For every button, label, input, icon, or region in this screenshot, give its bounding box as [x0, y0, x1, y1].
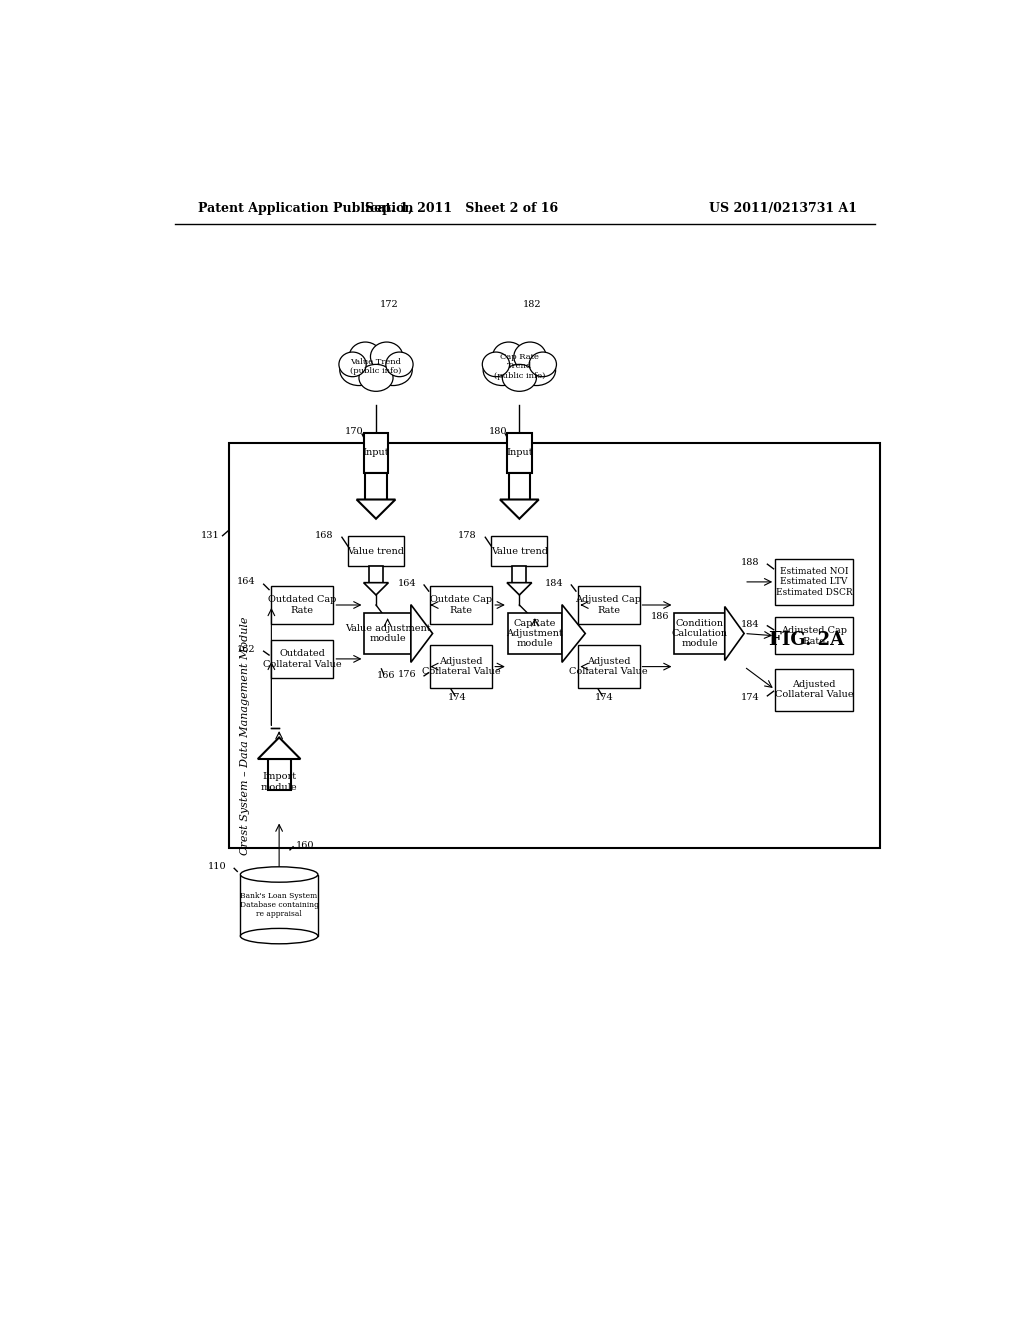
- Ellipse shape: [374, 355, 413, 385]
- Text: Value trend: Value trend: [347, 546, 404, 556]
- Text: Adjusted
Collateral Value: Adjusted Collateral Value: [569, 657, 648, 676]
- Text: 174: 174: [595, 693, 614, 702]
- Ellipse shape: [493, 342, 525, 371]
- Text: Value trend: Value trend: [490, 546, 548, 556]
- FancyBboxPatch shape: [509, 473, 530, 499]
- Ellipse shape: [359, 364, 393, 391]
- FancyBboxPatch shape: [241, 875, 317, 936]
- Ellipse shape: [241, 928, 317, 944]
- Polygon shape: [364, 582, 388, 595]
- Ellipse shape: [352, 347, 399, 385]
- Text: Outdated
Collateral Value: Outdated Collateral Value: [263, 649, 342, 669]
- Text: US 2011/0213731 A1: US 2011/0213731 A1: [710, 202, 857, 215]
- Text: Outdate Cap
Rate: Outdate Cap Rate: [430, 595, 493, 615]
- Ellipse shape: [241, 867, 317, 882]
- Ellipse shape: [339, 352, 367, 376]
- Text: Bank's Loan System
Database containing
re appraisal: Bank's Loan System Database containing r…: [240, 892, 318, 919]
- Text: 184: 184: [741, 620, 760, 628]
- FancyBboxPatch shape: [675, 614, 725, 653]
- Text: 172: 172: [380, 300, 398, 309]
- Text: 176: 176: [397, 669, 417, 678]
- FancyBboxPatch shape: [271, 640, 334, 678]
- FancyBboxPatch shape: [512, 566, 526, 582]
- FancyBboxPatch shape: [364, 433, 388, 473]
- Ellipse shape: [386, 352, 413, 376]
- FancyBboxPatch shape: [267, 759, 291, 789]
- FancyBboxPatch shape: [507, 433, 531, 473]
- Text: 182: 182: [523, 300, 542, 309]
- FancyBboxPatch shape: [775, 558, 853, 605]
- Text: Value Trend
(public info): Value Trend (public info): [350, 358, 401, 375]
- Text: Crest System – Data Management Module: Crest System – Data Management Module: [241, 616, 251, 855]
- Text: Condition
Calculation
module: Condition Calculation module: [672, 619, 728, 648]
- Text: Outdated Cap
Rate: Outdated Cap Rate: [268, 595, 337, 615]
- Text: 186: 186: [651, 612, 670, 620]
- FancyBboxPatch shape: [348, 536, 403, 566]
- Ellipse shape: [529, 352, 556, 376]
- Text: 184: 184: [545, 579, 563, 587]
- Text: Patent Application Publication: Patent Application Publication: [198, 202, 414, 215]
- Ellipse shape: [514, 342, 546, 371]
- Text: 178: 178: [458, 531, 477, 540]
- Text: Cap Rate
Trend
(public info): Cap Rate Trend (public info): [494, 354, 545, 380]
- Text: Value adjustment
module: Value adjustment module: [345, 624, 430, 643]
- Ellipse shape: [371, 342, 402, 371]
- Ellipse shape: [496, 347, 543, 385]
- FancyBboxPatch shape: [366, 473, 387, 499]
- Text: Import
module: Import module: [261, 772, 297, 792]
- Text: CapRate
Adjustment
module: CapRate Adjustment module: [507, 619, 563, 648]
- FancyBboxPatch shape: [578, 645, 640, 688]
- Text: 174: 174: [741, 693, 760, 702]
- FancyBboxPatch shape: [365, 614, 411, 653]
- Ellipse shape: [482, 352, 510, 376]
- FancyBboxPatch shape: [508, 614, 562, 653]
- FancyBboxPatch shape: [775, 618, 853, 655]
- FancyBboxPatch shape: [578, 586, 640, 624]
- Text: 188: 188: [741, 558, 760, 568]
- Text: FIG. 2A: FIG. 2A: [769, 631, 844, 648]
- Text: 160: 160: [296, 841, 314, 850]
- FancyBboxPatch shape: [228, 444, 880, 847]
- FancyBboxPatch shape: [492, 536, 547, 566]
- Text: Adjusted
Collateral Value: Adjusted Collateral Value: [422, 657, 501, 676]
- Polygon shape: [562, 605, 586, 663]
- Ellipse shape: [349, 342, 382, 371]
- Text: 110: 110: [208, 862, 226, 871]
- Text: 162: 162: [238, 645, 256, 655]
- Polygon shape: [725, 607, 744, 660]
- FancyBboxPatch shape: [271, 586, 334, 624]
- Text: 166: 166: [377, 672, 395, 680]
- Text: 170: 170: [345, 428, 364, 436]
- Polygon shape: [500, 499, 539, 519]
- FancyBboxPatch shape: [775, 668, 853, 711]
- Text: 180: 180: [488, 428, 507, 436]
- Text: Sep. 1, 2011   Sheet 2 of 16: Sep. 1, 2011 Sheet 2 of 16: [365, 202, 558, 215]
- Text: Adjusted Cap
Rate: Adjusted Cap Rate: [575, 595, 641, 615]
- Polygon shape: [356, 499, 395, 519]
- Text: Estimated NOI
Estimated LTV
Estimated DSCR: Estimated NOI Estimated LTV Estimated DS…: [775, 568, 852, 597]
- Ellipse shape: [340, 355, 378, 385]
- FancyBboxPatch shape: [369, 566, 383, 582]
- FancyBboxPatch shape: [430, 586, 493, 624]
- Text: Adjusted
Collateral Value: Adjusted Collateral Value: [774, 680, 853, 700]
- Polygon shape: [507, 582, 531, 595]
- FancyBboxPatch shape: [430, 645, 493, 688]
- Text: Adjusted Cap
Rate: Adjusted Cap Rate: [781, 626, 847, 645]
- Polygon shape: [258, 738, 300, 759]
- Text: 164: 164: [397, 579, 417, 587]
- Text: 168: 168: [314, 531, 334, 540]
- Ellipse shape: [517, 355, 556, 385]
- Polygon shape: [411, 605, 432, 663]
- Ellipse shape: [483, 355, 521, 385]
- Text: 164: 164: [238, 577, 256, 586]
- Text: Input: Input: [362, 447, 389, 457]
- Text: 174: 174: [449, 693, 467, 702]
- Text: Input: Input: [506, 447, 532, 457]
- Ellipse shape: [503, 364, 537, 391]
- Text: 131: 131: [201, 531, 219, 540]
